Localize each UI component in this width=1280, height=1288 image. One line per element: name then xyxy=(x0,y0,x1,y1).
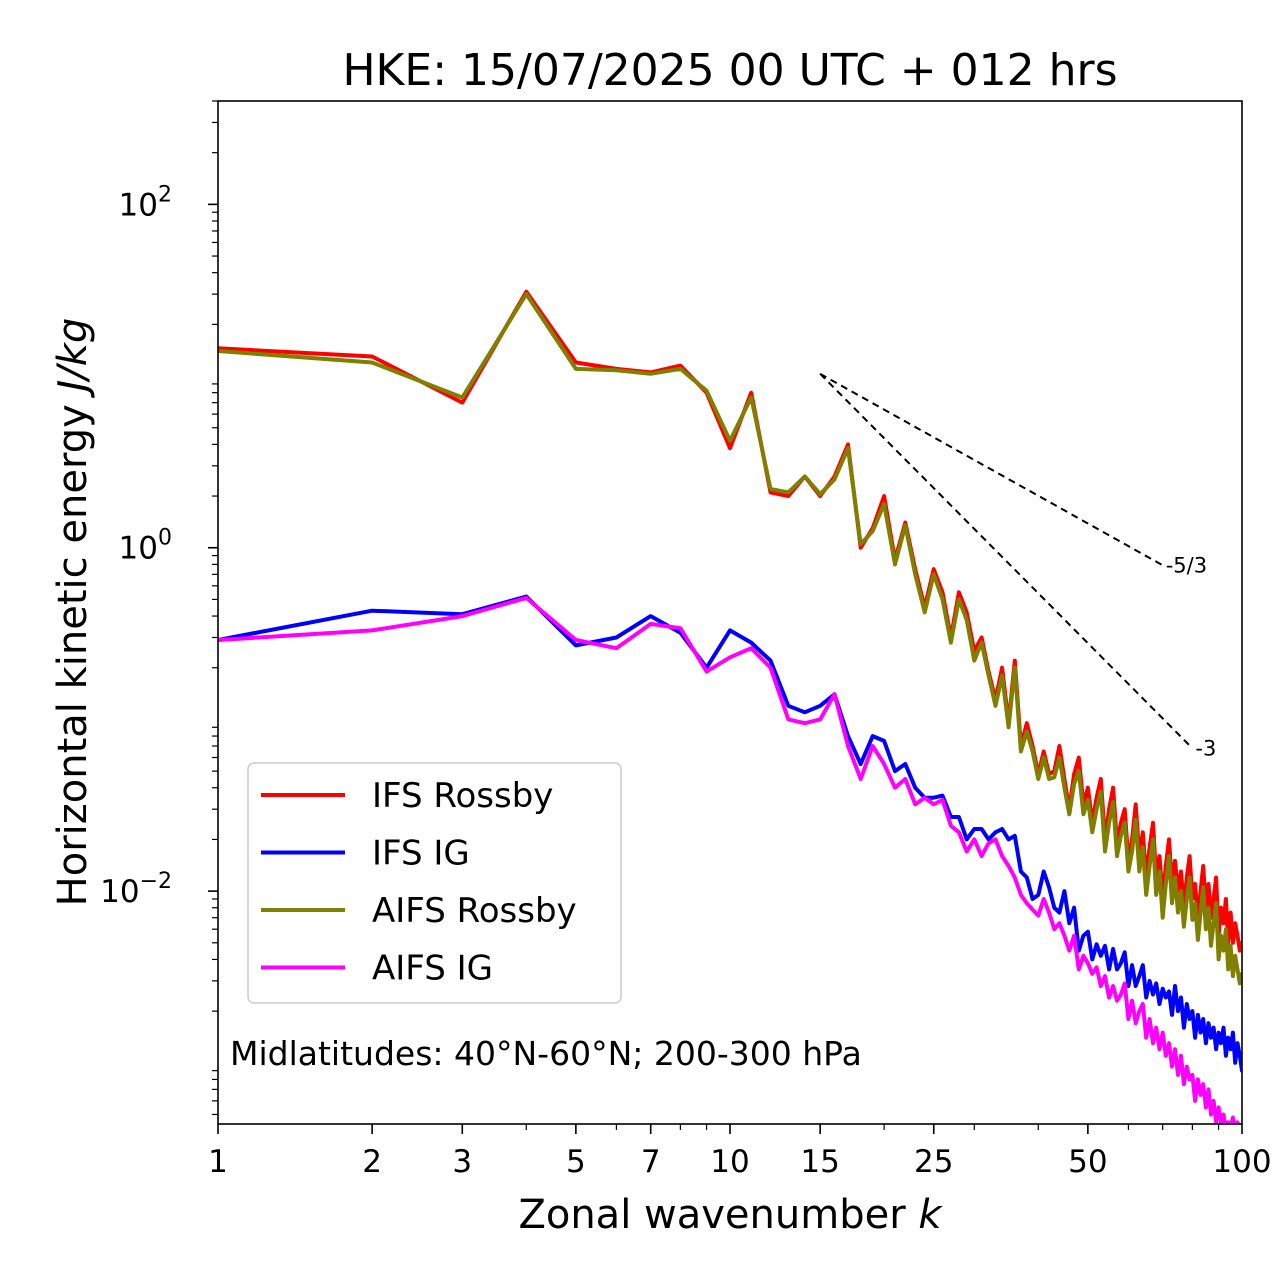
legend-label: IFS Rossby xyxy=(372,776,553,816)
legend-label: IFS IG xyxy=(372,834,470,874)
y-tick-exponent: −2 xyxy=(140,869,172,894)
minor-ticks xyxy=(212,100,1220,1130)
y-tick-base: 10 xyxy=(119,531,158,567)
reference-slope-lines: -5/3 -3 xyxy=(819,372,1216,760)
x-tick-label: 10 xyxy=(710,1144,749,1180)
legend-box xyxy=(247,762,622,1004)
x-tick-label: 25 xyxy=(914,1144,953,1180)
region-annotation: Midlatitudes: 40°N-60°N; 200-300 hPa xyxy=(230,1034,862,1073)
reference-line-label: -3 xyxy=(1195,736,1216,760)
x-axis-label-text: Zonal wavenumber xyxy=(518,1192,906,1238)
x-tick-label: 1 xyxy=(208,1144,228,1180)
series-line-ifs-ig xyxy=(218,594,1242,1073)
y-tick-exponent: 2 xyxy=(158,182,172,207)
plot-frame xyxy=(217,100,1243,1125)
legend-label: AIFS IG xyxy=(372,949,493,989)
legend-label: AIFS Rossby xyxy=(372,891,577,931)
y-tick-base: 10 xyxy=(119,187,158,223)
chart-title: HKE: 15/07/2025 00 UTC + 012 hrs xyxy=(342,45,1117,96)
y-axis-label-units: J/kg xyxy=(50,318,96,399)
x-tick-label: 100 xyxy=(1212,1144,1271,1180)
y-axis-label-text: Horizontal kinetic energy xyxy=(50,404,96,906)
y-tick-exponent: 0 xyxy=(158,526,172,551)
x-tick-labels: 1 2 3 5 7 10 15 25 50 100 xyxy=(208,1144,1271,1180)
x-axis-label: Zonal wavenumber k xyxy=(518,1192,943,1238)
y-tick-base: 10 xyxy=(100,874,139,910)
x-tick-label: 3 xyxy=(452,1144,472,1180)
reference-line-label: -5/3 xyxy=(1166,553,1207,577)
series-lines xyxy=(218,289,1242,1124)
series-line-aifs-rossby xyxy=(218,292,1242,986)
x-tick-label: 5 xyxy=(566,1144,586,1180)
x-tick-label: 15 xyxy=(800,1144,839,1180)
reference-line-minus-three xyxy=(819,373,1194,749)
x-tick-label: 7 xyxy=(641,1144,661,1180)
y-axis-label: Horizontal kinetic energy J/kg xyxy=(50,318,96,907)
reference-line-minus-five-thirds xyxy=(819,372,1164,567)
major-ticks xyxy=(208,203,1243,1134)
x-axis-label-var: k xyxy=(918,1192,943,1238)
x-tick-label: 2 xyxy=(362,1144,382,1180)
y-tick-label: 102 xyxy=(119,182,172,223)
y-tick-label: 10−2 xyxy=(100,869,172,910)
legend: IFS Rossby IFS IG AIFS Rossby AIFS IG xyxy=(247,762,622,1004)
series-line-aifs-ig xyxy=(218,595,1241,1124)
x-tick-label: 50 xyxy=(1068,1144,1107,1180)
y-tick-label: 100 xyxy=(119,526,172,567)
